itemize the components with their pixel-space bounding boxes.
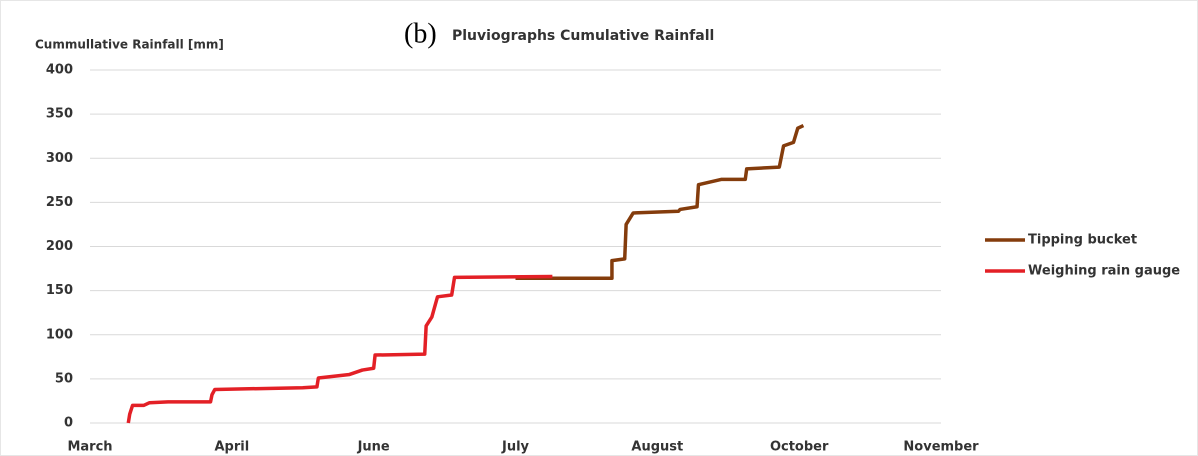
- x-tick-label: November: [903, 440, 979, 455]
- y-tick-label: 200: [46, 239, 73, 254]
- chart-title: Pluviographs Cumulative Rainfall: [452, 28, 714, 44]
- x-tick-label: July: [501, 440, 530, 455]
- y-tick-label: 150: [46, 283, 73, 298]
- y-tick-label: 400: [46, 63, 73, 78]
- legend-label: Weighing rain gauge: [1028, 264, 1180, 279]
- series-line: [515, 124, 805, 281]
- panel-label: (b): [404, 18, 437, 49]
- x-tick-label: March: [67, 440, 112, 455]
- y-tick-label: 300: [46, 151, 73, 166]
- y-tick-label: 50: [55, 371, 73, 386]
- y-tick-label: 250: [46, 195, 73, 210]
- series-line: [126, 274, 553, 424]
- x-tick-label: August: [631, 440, 683, 455]
- y-tick-label: 0: [64, 416, 73, 431]
- legend-label: Tipping bucket: [1028, 233, 1137, 248]
- y-tick-label: 100: [46, 327, 73, 342]
- x-tick-label: April: [214, 440, 249, 455]
- y-axis-title: Cummullative Rainfall [mm]: [35, 38, 224, 52]
- x-tick-label: October: [770, 440, 829, 455]
- x-tick-label: June: [357, 440, 390, 455]
- y-tick-label: 350: [46, 107, 73, 122]
